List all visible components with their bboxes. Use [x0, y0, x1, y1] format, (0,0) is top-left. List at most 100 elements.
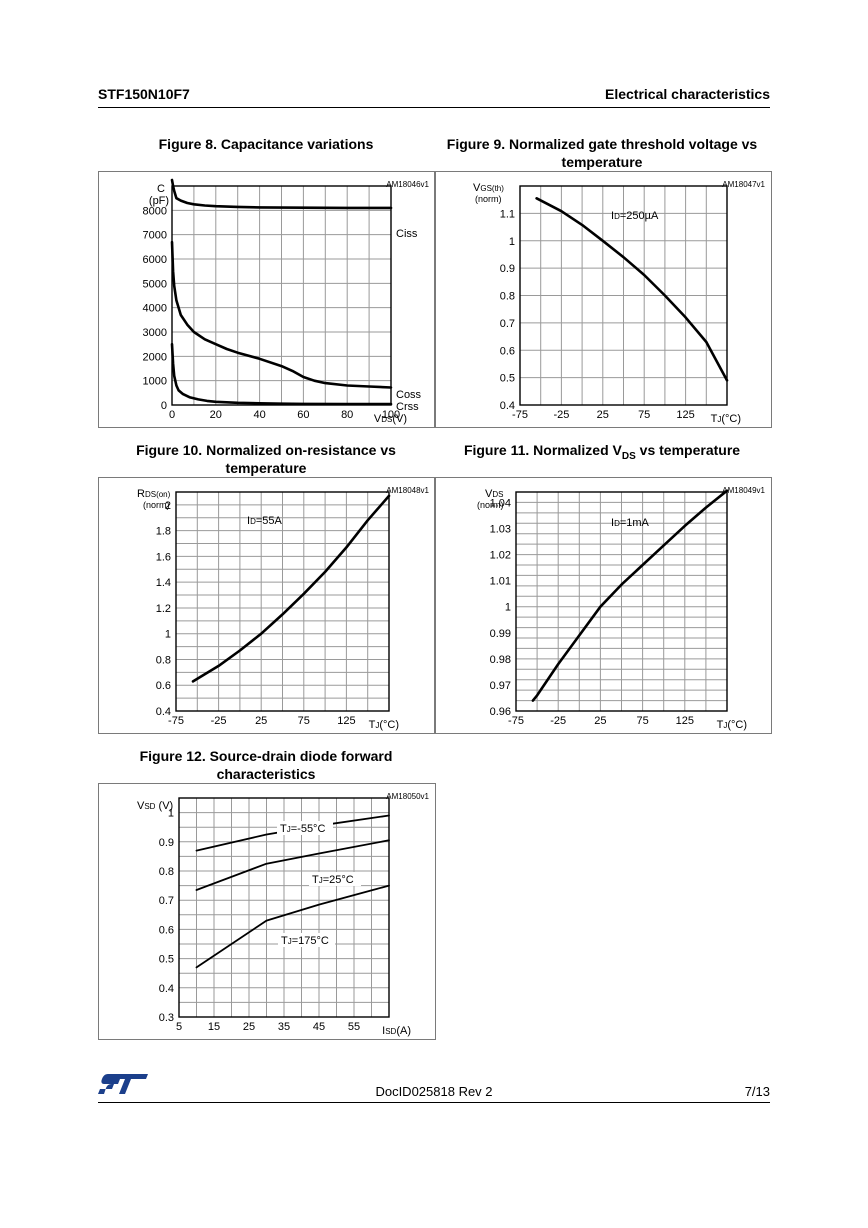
fig8-y-tick-label: 0: [161, 400, 167, 412]
fig9-annotation-tail: =250µA: [620, 210, 659, 222]
fig9-y-tick-label: 1.1: [500, 208, 515, 220]
fig10-ylabel: RDS(on): [137, 488, 171, 500]
fig10-y-tick-label: 0.6: [156, 680, 171, 692]
fig12-label-tj-minus55: TJ=-55°C: [280, 823, 325, 835]
fig10-xlabel: TJ(°C): [369, 719, 399, 731]
fig10-caption: Figure 10. Normalized on-resistance vs t…: [98, 441, 434, 477]
fig9-plot-frame: [519, 185, 728, 406]
fig12-series-line-1: [195, 839, 390, 891]
fig11-y-tick-label: 0.97: [490, 680, 511, 692]
fig10-y-tick-label: 1.4: [156, 577, 171, 589]
fig9-y-tick-label: 0.8: [500, 291, 515, 303]
fig8-y-tick-label: 1000: [143, 376, 167, 388]
fig12-label3-main: T: [281, 935, 288, 947]
fig11-y-tick-label: 1.04: [490, 497, 511, 509]
fig10-annotation: ID=55A: [247, 515, 283, 527]
fig8-plot-layer: 0 20 40 60 80 1000100020003000400050006000700…: [143, 178, 400, 421]
fig12-y-tick-label: 0.6: [159, 924, 174, 936]
fig12-x-tick-label: 25: [243, 1021, 255, 1033]
fig9-annotation: ID=250µA: [611, 210, 659, 222]
fig9-x-tick-label: 125: [676, 409, 694, 421]
fig11-ylabel-norm: (norm): [477, 500, 504, 510]
fig8-label-crss: Crss: [396, 401, 419, 413]
fig11-annotation-sub: D: [614, 519, 620, 528]
fig9-ylabel-main: V: [473, 182, 481, 194]
fig9-x-tick-label: 25: [597, 409, 609, 421]
fig12-label2-sub: J: [319, 876, 323, 885]
fig12-x-tick-label: 15: [208, 1021, 220, 1033]
fig11-annotation-tail: =1mA: [620, 517, 650, 529]
fig9-ylabel-sub: GS(th): [480, 184, 504, 193]
fig11-y-tick-label: 1.01: [490, 576, 511, 588]
header-part-number: STF150N10F7: [98, 86, 190, 102]
fig10-xlabel-main: T: [369, 719, 376, 731]
fig8-y-tick-label: 4000: [143, 303, 167, 315]
fig8-x-tick-label: 100: [382, 409, 400, 421]
fig12-xlabel-tail: (A): [396, 1025, 411, 1037]
fig10-series-line-0: [191, 494, 391, 683]
fig10-y-tick-label: 1: [165, 629, 171, 641]
fig10-x-tick-label: 75: [298, 715, 310, 727]
fig11-annotation: ID=1mA: [611, 517, 650, 529]
fig11-y-tick-label: 0.98: [490, 654, 511, 666]
fig11-x-tick-label: 75: [636, 715, 648, 727]
fig11-y-tick-label: 1.02: [490, 550, 511, 562]
fig11-y-tick-label: 1: [505, 602, 511, 614]
fig11-y-tick-label: 0.99: [490, 628, 511, 640]
fig8-caption: Figure 8. Capacitance variations: [98, 135, 434, 153]
fig12-label-bg-3: [278, 933, 335, 947]
fig12-ylabel-main: V: [137, 800, 145, 812]
fig9-caption: Figure 9. Normalized gate threshold volt…: [434, 135, 770, 171]
fig10-chart: AM18048v1 RDS(on) (norm) TJ(°C) -75 -25 25…: [98, 477, 436, 734]
fig12-y-tick-label: 0.3: [159, 1012, 174, 1024]
fig9-y-tick-label: 0.4: [500, 400, 515, 412]
fig12-y-tick-label: 0.4: [159, 983, 174, 995]
fig11-ylabel-sub: DS: [492, 490, 503, 499]
fig9-annotation-sub: D: [614, 212, 620, 221]
fig8-xlabel: VDS(V): [374, 413, 407, 425]
fig8-chart: AM18046v1 C (pF) VDS(V) 0 20 40 60 80 100 0 100…: [98, 171, 436, 428]
fig9-xlabel-main: T: [711, 413, 718, 425]
st-logo-icon: [98, 1074, 148, 1094]
fig11-xlabel-tail: (°C): [727, 719, 747, 731]
fig11-x-tick-label: -25: [550, 715, 566, 727]
fig10-y-tick-label: 0.4: [156, 706, 171, 718]
fig11-caption-sub: DS: [621, 450, 636, 462]
fig9-xlabel: TJ(°C): [711, 413, 741, 425]
fig10-x-tick-label: -25: [211, 715, 227, 727]
fig8-ylabel-line1: C: [157, 183, 165, 195]
fig10-code: AM18048v1: [386, 486, 429, 495]
fig9-y-tick-label: 0.9: [500, 263, 515, 275]
fig11-chart: AM18049v1 VDS (norm) TJ(°C) -75 -25 25 75 12…: [434, 477, 772, 734]
fig8-y-tick-label: 8000: [143, 205, 167, 217]
fig8-y-tick-label: 3000: [143, 327, 167, 339]
fig10-y-tick-label: 1.6: [156, 551, 171, 563]
fig11-ylabel-main: V: [485, 488, 493, 500]
fig11-xlabel-main: T: [717, 719, 724, 731]
fig10-plot-layer: -75 -25 25 75 125 0.4 0.6 0.8 1 1.2 1.4 1.6 1.8 2: [156, 491, 391, 727]
fig12-x-tick-label: 55: [348, 1021, 360, 1033]
fig11-plot-layer: -75 -25 25 75 125 0.96 0.97 0.98 0.99 1 1.01 1.02 1.…: [490, 489, 729, 727]
fig8-x-tick-label: 60: [297, 409, 309, 421]
fig12-ylabel-tail: (V): [155, 800, 173, 812]
fig12-xlabel-main: I: [382, 1025, 385, 1037]
fig9-y-tick-label: 0.5: [500, 373, 515, 385]
fig12-y-tick-label: 1: [168, 808, 174, 820]
fig11-x-tick-label: 125: [676, 715, 694, 727]
fig8-series-line-1: [170, 240, 393, 389]
fig9-xlabel-tail: (°C): [721, 413, 741, 425]
fig10-svg: AM18048v1 RDS(on) (norm) TJ(°C) -75 -25 25…: [137, 486, 430, 731]
fig10-ylabel-main: R: [137, 488, 145, 500]
fig12-code: AM18050v1: [386, 792, 429, 801]
fig8-x-tick-label: 0: [169, 409, 175, 421]
fig11-annotation-main: I: [611, 517, 614, 529]
fig11-svg: AM18049v1 VDS (norm) TJ(°C) -75 -25 25 75 12…: [477, 486, 766, 731]
fig8-y-tick-label: 6000: [143, 254, 167, 266]
fig12-plot-frame: [178, 797, 390, 1018]
fig9-series-line-0: [535, 196, 729, 382]
fig12-y-tick-label: 0.9: [159, 837, 174, 849]
fig10-annotation-tail: =55A: [256, 515, 283, 527]
fig11-x-tick-label: 25: [594, 715, 606, 727]
fig12-chart: AM18050v1 VSD (V) ISD(A) 5 15 25 35 45 55 0.3 0…: [98, 783, 436, 1040]
fig12-x-tick-label: 45: [313, 1021, 325, 1033]
